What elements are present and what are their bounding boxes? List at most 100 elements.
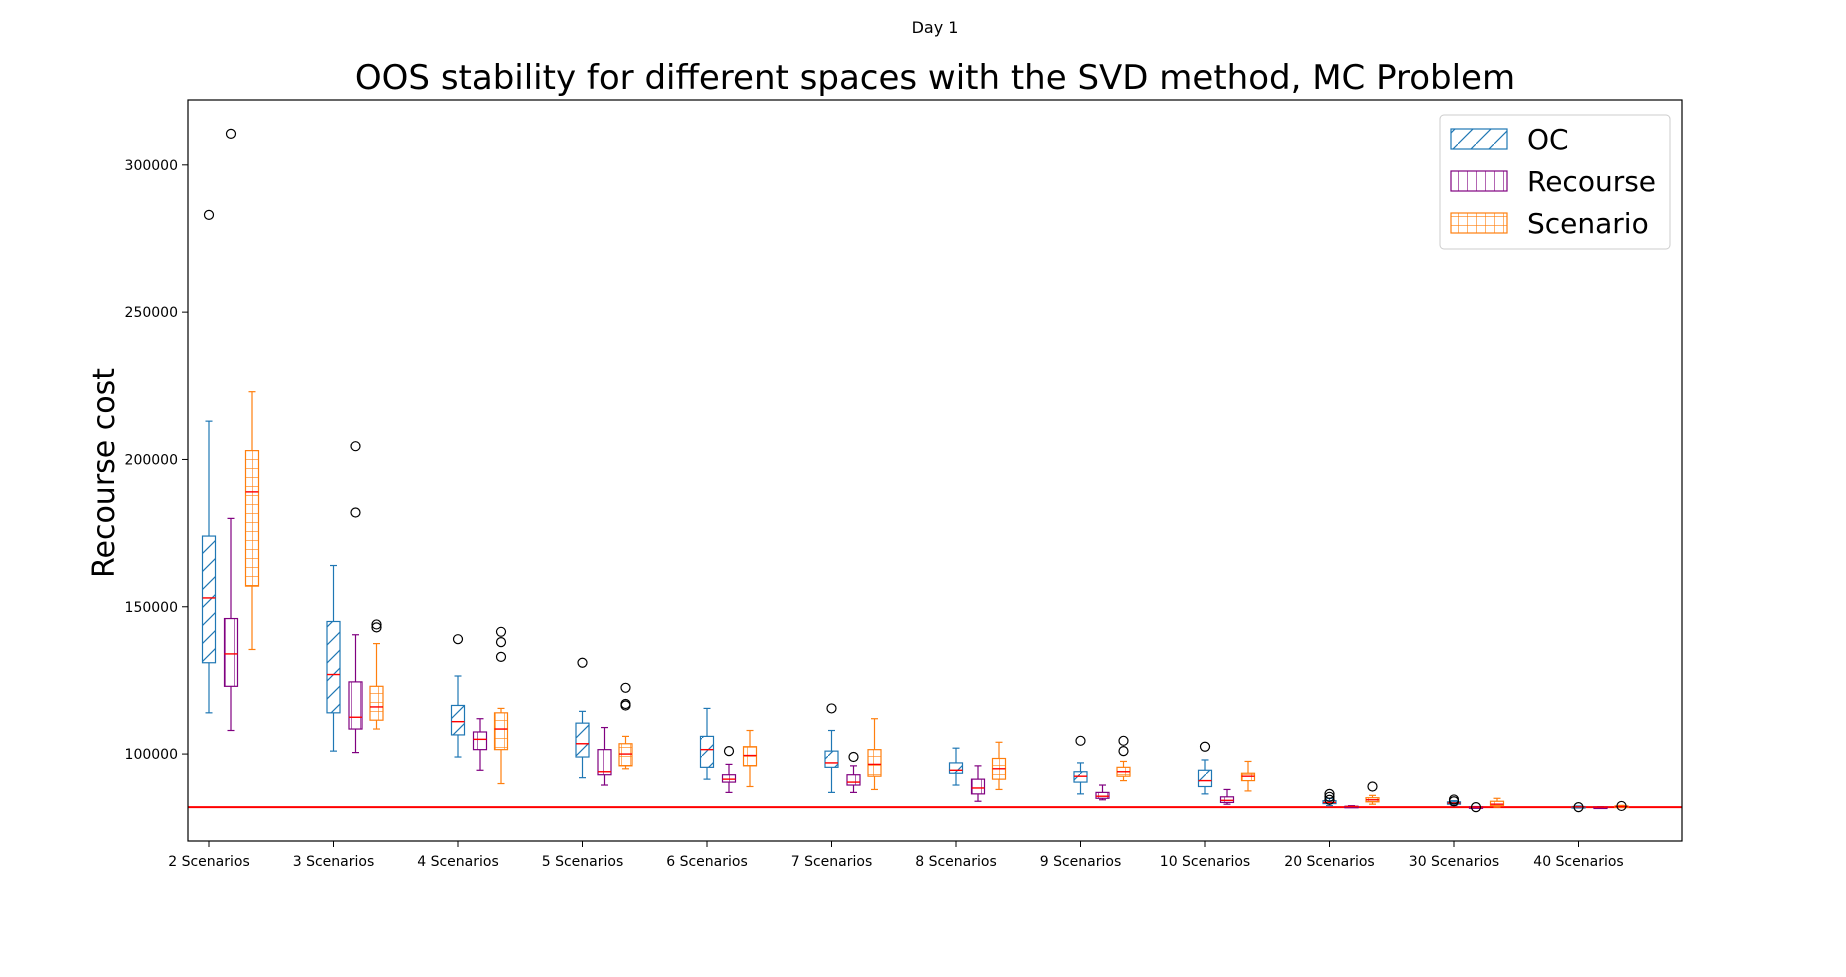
box-scenario-6: [867, 718, 882, 791]
outlier-point: [225, 128, 237, 139]
outlier-point: [371, 622, 382, 633]
box-iqr: [699, 735, 715, 768]
x-tick-label: 7 Scenarios: [791, 854, 873, 870]
box-scenario-9: [1240, 760, 1256, 792]
box-scenario-1: [244, 391, 260, 651]
outlier-point: [452, 634, 464, 645]
y-tick-label: 300000: [125, 158, 178, 174]
box-iqr: [1240, 772, 1256, 782]
box-scenario-3: [493, 626, 509, 785]
box-scenario-7: [991, 741, 1007, 791]
y-tick-label: 100000: [125, 747, 178, 763]
outlier-point: [620, 698, 631, 710]
legend-label-scenario: Scenario: [1527, 207, 1649, 240]
outlier-point: [495, 626, 507, 637]
x-tick-label: 5 Scenarios: [542, 854, 624, 870]
x-tick-label: 30 Scenarios: [1409, 854, 1499, 870]
y-tick-label: 150000: [125, 600, 178, 616]
box-recourse-8: [1095, 784, 1110, 801]
legend-swatch-recourse: [1450, 170, 1508, 192]
box-iqr: [721, 774, 737, 783]
outlier-point: [1448, 794, 1460, 805]
box-iqr: [369, 685, 384, 721]
outlier-point: [203, 209, 215, 221]
box-recourse-7: [970, 765, 986, 802]
box-iqr: [244, 450, 260, 587]
box-iqr: [1073, 771, 1088, 783]
box-scenario-2: [369, 619, 384, 730]
x-tick-label: 4 Scenarios: [417, 854, 499, 870]
x-tick-label: 8 Scenarios: [915, 854, 997, 870]
legend-swatch-scenario: [1450, 212, 1508, 234]
box-oc-2: [326, 564, 341, 752]
legend-label-oc: OC: [1527, 123, 1569, 156]
outlier-point: [1367, 781, 1378, 792]
box-oc-9: [1197, 741, 1213, 795]
box-recourse-10: [1344, 805, 1359, 809]
box-iqr: [846, 774, 861, 786]
figure-suptitle: Day 1: [912, 18, 959, 37]
box-iqr: [867, 749, 882, 777]
y-tick-label: 200000: [125, 452, 178, 468]
box-iqr: [223, 617, 239, 687]
box-scenario-10: [1365, 781, 1380, 805]
outlier-point: [1573, 802, 1584, 813]
outlier-point: [371, 619, 382, 630]
outlier-point: [1075, 735, 1086, 746]
box-oc-8: [1073, 735, 1088, 795]
x-tick-label: 40 Scenarios: [1533, 854, 1623, 870]
box-recourse-1: [223, 128, 239, 732]
box-iqr: [1219, 796, 1235, 804]
y-tick-label: 250000: [125, 305, 178, 321]
legend-label-recourse: Recourse: [1527, 165, 1656, 198]
box-iqr: [1095, 791, 1110, 799]
axes-frame: [187, 99, 1683, 842]
x-tick-label: 10 Scenarios: [1160, 854, 1250, 870]
chart-title: OOS stability for different spaces with …: [355, 58, 1515, 98]
outlier-point: [1118, 735, 1129, 746]
box-oc-7: [948, 747, 964, 786]
x-tick-label: 3 Scenarios: [293, 854, 375, 870]
box-scenario-4: [618, 682, 633, 770]
box-oc-12: [1571, 802, 1586, 813]
box-iqr: [450, 704, 466, 736]
box-oc-4: [575, 657, 590, 779]
outlier-point: [1324, 791, 1335, 802]
outlier-point: [848, 751, 859, 763]
box-oc-1: [201, 209, 217, 714]
outlier-point: [1199, 741, 1211, 752]
outlier-point: [723, 746, 735, 757]
x-tick-label: 20 Scenarios: [1284, 854, 1374, 870]
x-tick-label: 9 Scenarios: [1040, 854, 1122, 870]
box-oc-3: [450, 634, 466, 758]
legend: OC Recourse Scenario: [1439, 114, 1671, 250]
box-iqr: [1197, 769, 1213, 788]
box-iqr: [575, 722, 590, 758]
outlier-point: [350, 441, 361, 452]
box-iqr: [597, 749, 612, 776]
box-recourse-9: [1219, 788, 1235, 805]
box-recourse-2: [348, 441, 363, 754]
outlier-point: [1118, 746, 1129, 757]
box-iqr: [348, 681, 363, 730]
outlier-point: [620, 682, 631, 693]
outlier-point: [826, 703, 837, 714]
outlier-point: [577, 657, 588, 668]
box-recourse-5: [721, 746, 737, 793]
box-recourse-3: [472, 718, 488, 771]
box-oc-11: [1446, 794, 1462, 807]
outlier-point: [1470, 802, 1482, 813]
box-iqr: [1489, 800, 1505, 807]
y-axis-label: Recourse cost: [87, 368, 122, 578]
box-oc-5: [699, 707, 715, 780]
box-scenario-5: [742, 729, 758, 788]
box-iqr: [824, 750, 839, 768]
legend-swatch-oc: [1450, 128, 1508, 150]
box-iqr: [326, 620, 341, 714]
outlier-point: [495, 651, 507, 662]
box-iqr: [493, 712, 509, 751]
box-recourse-11: [1468, 802, 1484, 813]
box-iqr: [201, 535, 217, 664]
outlier-point: [350, 507, 361, 518]
